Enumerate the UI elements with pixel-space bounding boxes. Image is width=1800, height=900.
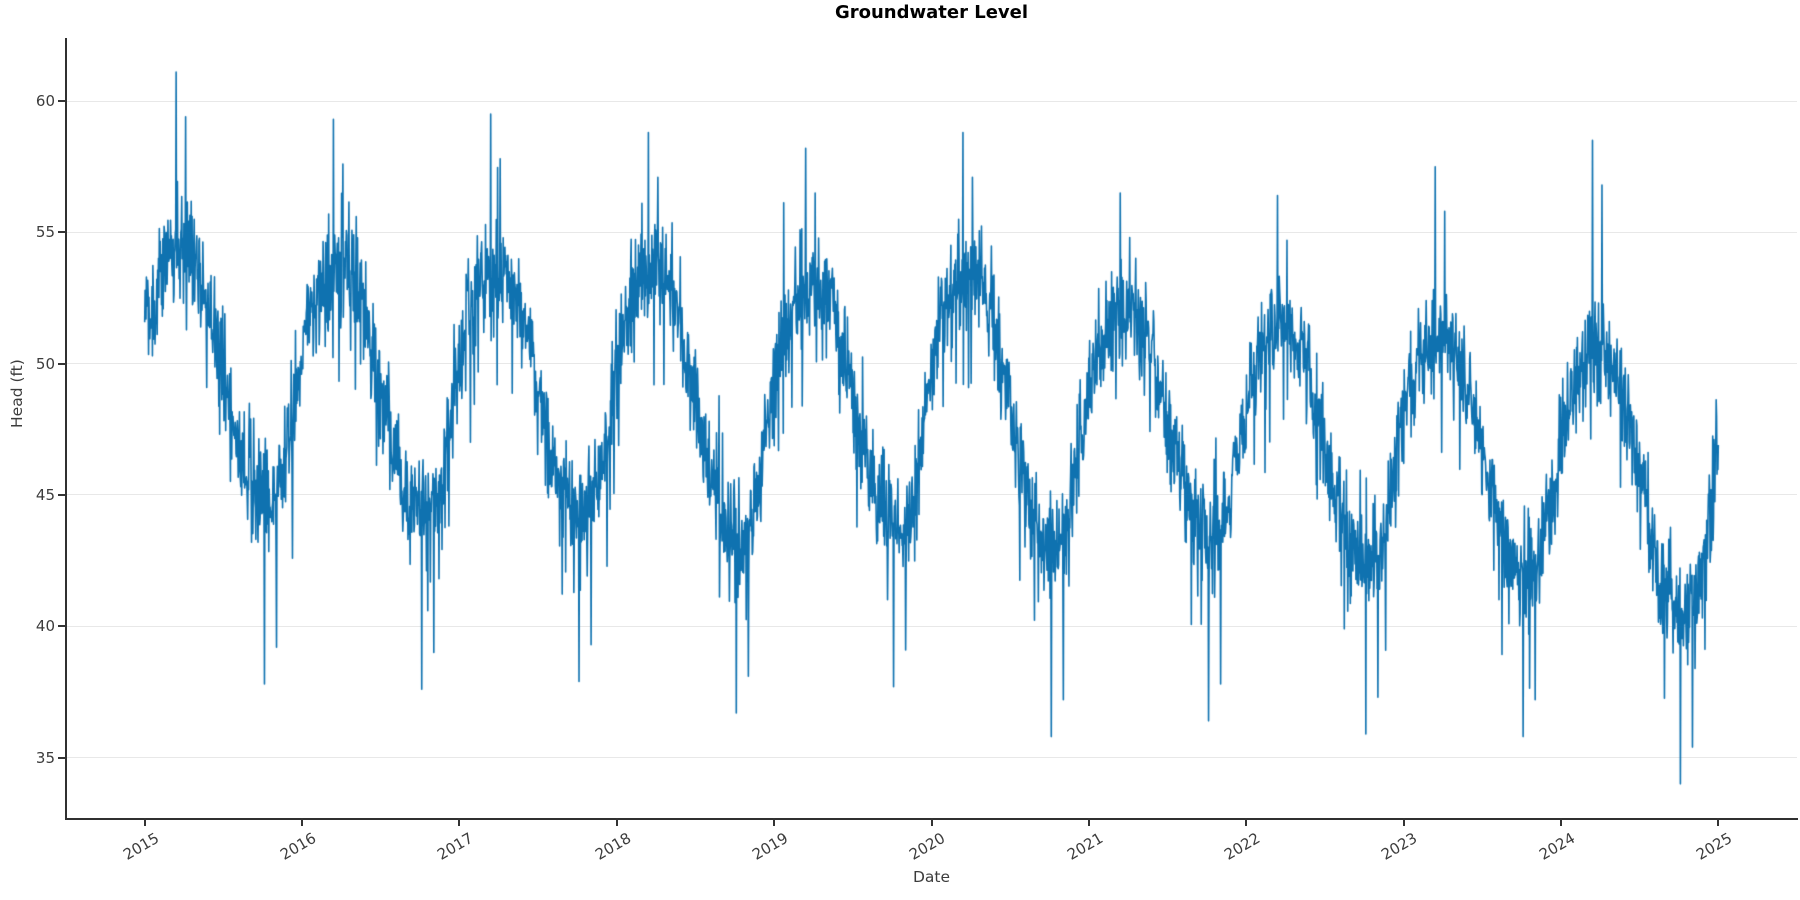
x-tick-mark [1559, 818, 1562, 826]
y-tick-label: 40 [35, 617, 55, 636]
x-tick-mark [301, 818, 304, 826]
y-tick-mark [58, 362, 66, 365]
x-axis-label: Date [912, 868, 951, 886]
x-tick-mark [143, 818, 146, 826]
x-tick-mark [1717, 818, 1720, 826]
y-tick-label: 55 [35, 223, 55, 242]
x-tick-mark [615, 818, 618, 826]
y-tick-label: 50 [35, 354, 55, 373]
y-tick-mark [58, 100, 66, 103]
x-tick-mark [773, 818, 776, 826]
y-tick-label: 45 [35, 485, 55, 504]
y-axis-spine [65, 38, 67, 820]
y-tick-mark [58, 231, 66, 234]
y-tick-label: 60 [35, 92, 55, 111]
x-tick-mark [458, 818, 461, 826]
x-tick-mark [1087, 818, 1090, 826]
y-tick-mark [58, 756, 66, 759]
y-tick-mark [58, 625, 66, 628]
x-tick-mark [1245, 818, 1248, 826]
x-tick-mark [1402, 818, 1405, 826]
x-tick-mark [930, 818, 933, 826]
y-tick-label: 35 [35, 748, 55, 767]
y-tick-mark [58, 493, 66, 496]
